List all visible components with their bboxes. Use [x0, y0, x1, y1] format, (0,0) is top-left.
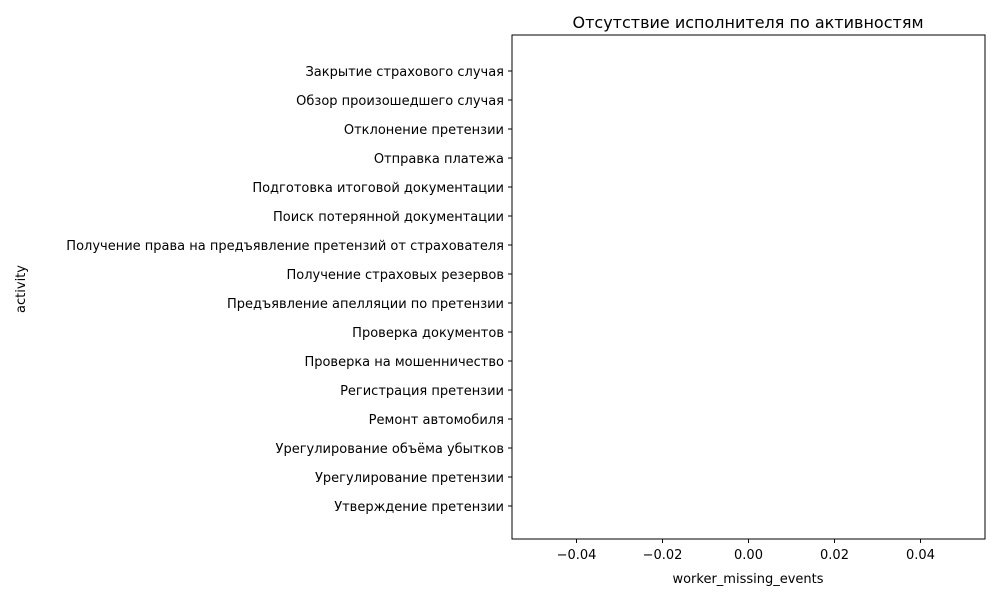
y-tick-label: Проверка на мошенничество	[304, 355, 504, 370]
y-tick-label: Регистрация претензии	[340, 384, 504, 399]
y-tick-label: Подготовка итоговой документации	[252, 181, 504, 196]
x-tick-label: 0.04	[906, 548, 935, 563]
y-tick-label: Закрытие страхового случая	[305, 65, 504, 80]
y-tick-label: Предъявление апелляции по претензии	[227, 297, 504, 312]
y-tick-label: Утверждение претензии	[334, 500, 504, 515]
y-tick-label: Получение страховых резервов	[286, 268, 504, 283]
y-tick-label: Урегулирование объёма убытков	[276, 442, 504, 457]
y-tick-label: Обзор произошедшего случая	[296, 94, 504, 109]
x-axis-label: worker_missing_events	[672, 572, 823, 587]
x-axis: −0.04 −0.02 0.00 0.02 0.04	[557, 539, 935, 563]
y-tick-label: Получение права на предъявление претензи…	[66, 239, 504, 254]
y-tick-label: Отправка платежа	[374, 152, 504, 167]
x-tick-label: 0.02	[820, 548, 849, 563]
y-tick-label: Проверка документов	[352, 326, 504, 341]
plot-area	[511, 34, 986, 540]
x-tick-label: −0.04	[557, 548, 597, 563]
y-axis: Закрытие страхового случая Обзор произоше…	[66, 65, 512, 515]
y-axis-label: activity	[14, 265, 29, 313]
y-tick-label: Поиск потерянной документации	[273, 210, 504, 225]
x-tick-label: −0.02	[643, 548, 683, 563]
chart-title: Отсутствие исполнителя по активностям	[572, 13, 923, 32]
y-tick-label: Урегулирование претензии	[315, 471, 504, 486]
x-tick-label: 0.00	[734, 548, 763, 563]
y-tick-label: Отклонение претензии	[344, 123, 504, 138]
y-tick-label: Ремонт автомобиля	[369, 413, 504, 428]
